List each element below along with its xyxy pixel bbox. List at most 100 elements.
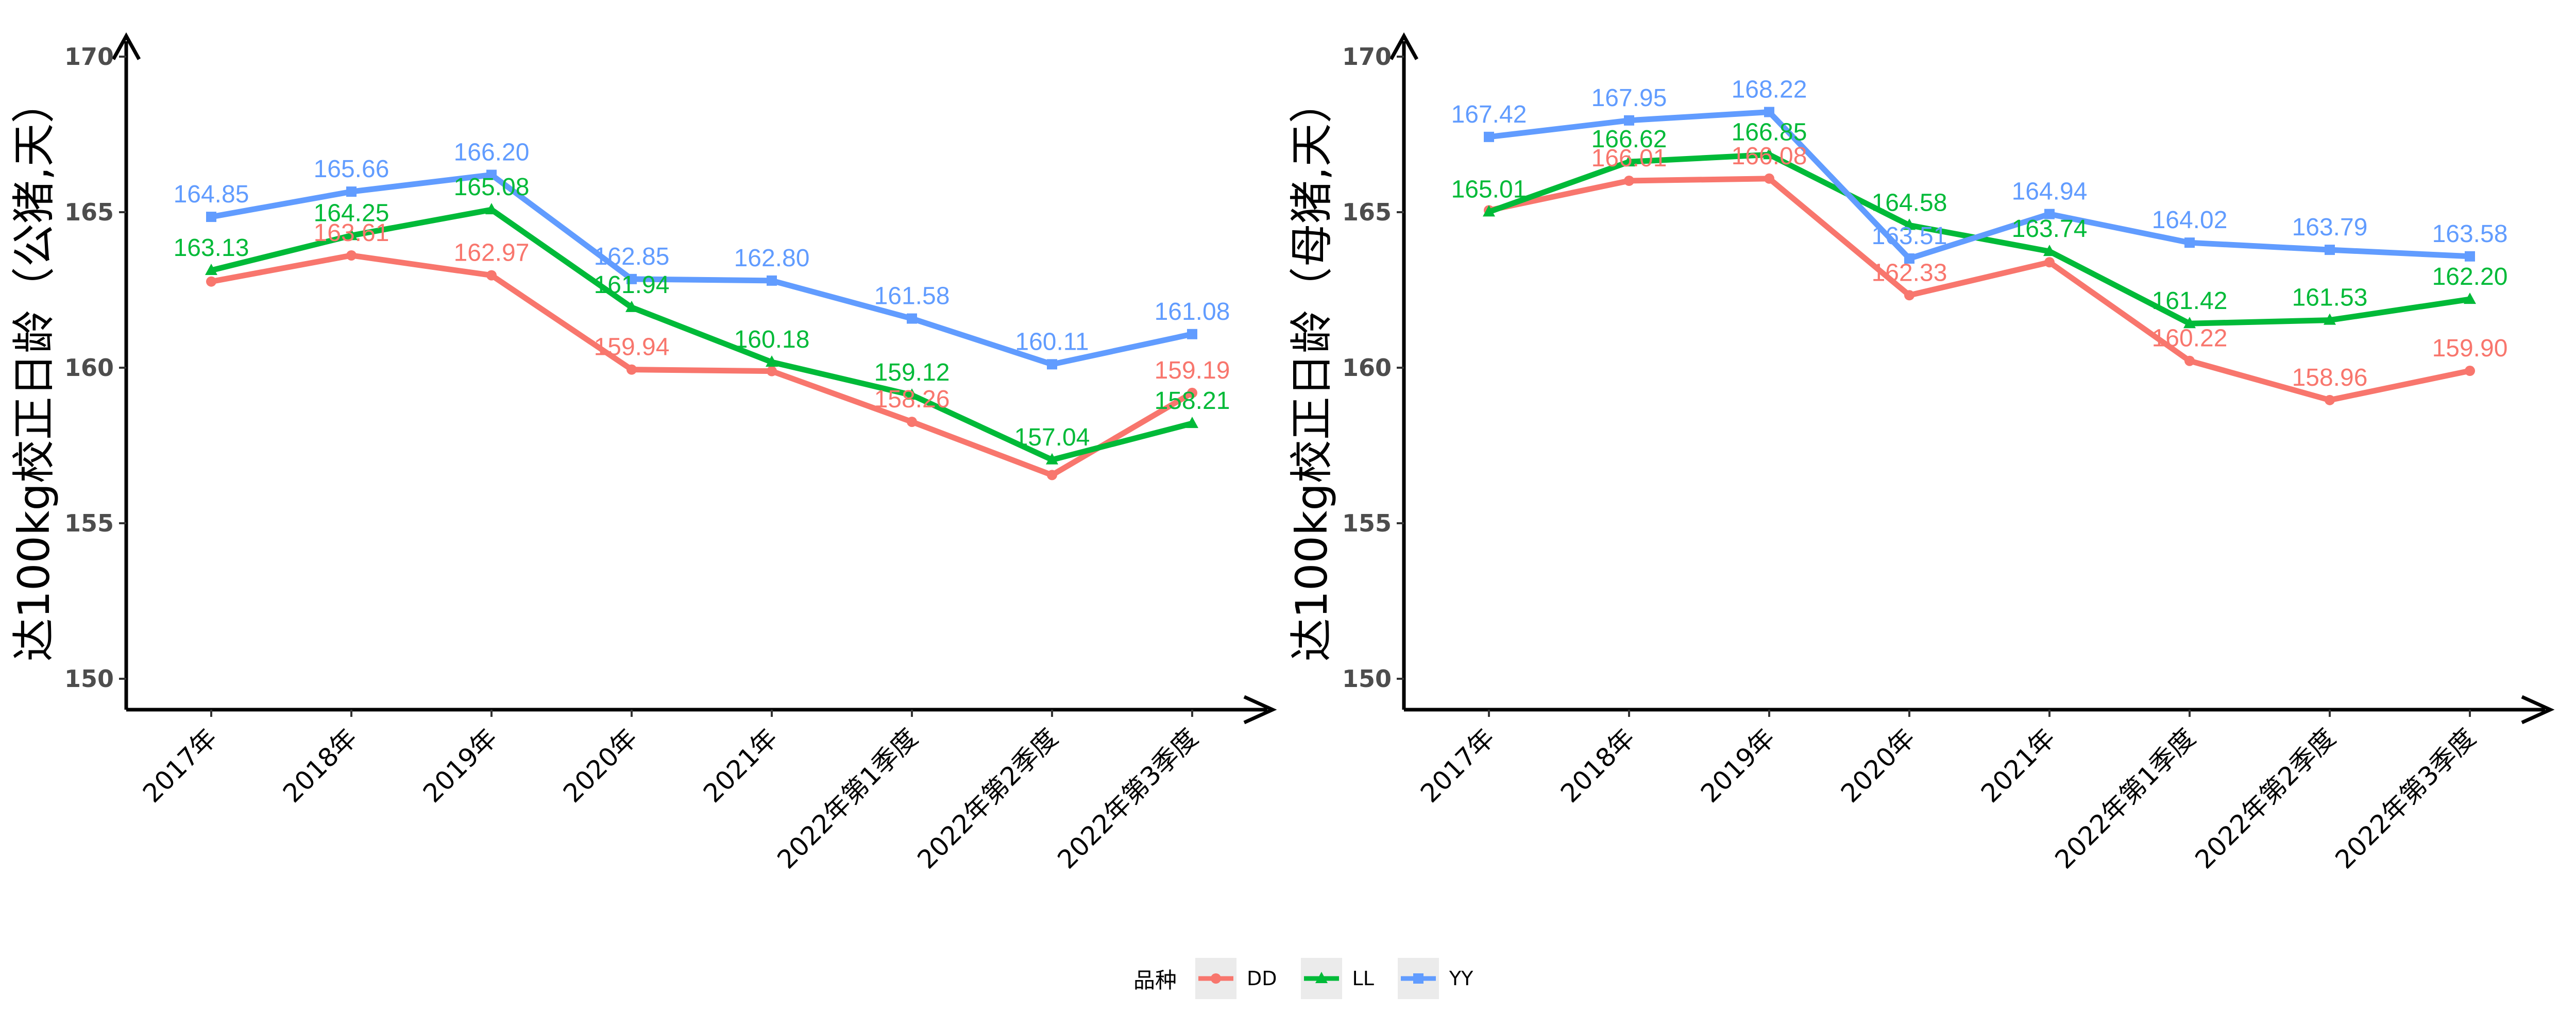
- series-yy: [1484, 107, 2475, 264]
- data-label-dd: 162.97: [454, 239, 530, 267]
- data-label-dd: 159.90: [2432, 335, 2508, 362]
- data-label-yy: 162.80: [734, 245, 810, 272]
- data-point-dd: [206, 276, 216, 287]
- y-tick-label: 165: [1342, 198, 1392, 226]
- series-line-yy: [1486, 109, 2473, 262]
- legend-title: 品种: [1133, 967, 1177, 993]
- data-point-ll: [1623, 155, 1635, 167]
- x-tick-label: 2021年: [1975, 723, 2061, 808]
- legend: 品种 DD LL YY: [1133, 955, 1482, 1002]
- data-label-ll: 164.58: [1872, 189, 1947, 216]
- y-tick-label: 150: [1342, 665, 1392, 693]
- x-tick-label: 2017年: [1415, 723, 1500, 808]
- y-tick-label: 160: [1342, 354, 1392, 382]
- data-point-dd: [907, 417, 917, 427]
- data-point-ll: [345, 229, 358, 241]
- legend-label-yy: YY: [1449, 967, 1473, 990]
- data-label-ll: 161.94: [594, 271, 670, 299]
- data-point-ll: [2324, 313, 2336, 325]
- y-tick-label: 170: [1342, 43, 1392, 71]
- y-axis-label: 达100kg校正日龄（公猪,天）: [9, 80, 59, 662]
- data-point-yy: [1187, 329, 1197, 339]
- data-point-yy: [1624, 115, 1634, 126]
- data-label-yy: 160.11: [1015, 328, 1089, 355]
- x-tick-label: 2022年第3季度: [2330, 723, 2482, 874]
- data-label-yy: 167.95: [1591, 84, 1667, 112]
- data-point-ll: [1186, 417, 1198, 428]
- data-point-yy: [1047, 359, 1057, 370]
- data-label-ll: 166.85: [1732, 118, 1807, 146]
- y-tick-label: 155: [64, 509, 114, 537]
- data-label-yy: 168.22: [1732, 76, 1807, 104]
- data-point-ll: [2464, 293, 2476, 304]
- data-label-ll: 159.12: [874, 359, 950, 386]
- data-point-dd: [767, 366, 777, 376]
- data-label-dd: 163.61: [314, 219, 389, 247]
- data-point-yy: [346, 186, 357, 197]
- x-tick-label: 2018年: [1555, 723, 1640, 808]
- legend-label-ll: LL: [1352, 967, 1374, 990]
- data-label-ll: 157.04: [1014, 424, 1090, 451]
- data-label-yy: 165.66: [314, 156, 389, 183]
- data-label-yy: 164.85: [174, 181, 249, 208]
- data-point-dd: [2184, 355, 2195, 366]
- data-point-dd: [1904, 290, 1914, 301]
- data-point-yy: [767, 275, 777, 286]
- data-label-ll: 160.18: [734, 326, 810, 353]
- data-label-yy: 167.42: [1451, 101, 1527, 128]
- y-tick-label: 155: [1342, 509, 1392, 537]
- data-label-dd: 158.96: [2292, 364, 2368, 391]
- data-label-ll: 162.20: [2432, 263, 2508, 290]
- legend-marker-dd: [1211, 973, 1222, 984]
- data-point-ll: [1903, 218, 1916, 230]
- series-ll: [205, 203, 1198, 465]
- data-label-dd: 159.94: [594, 334, 670, 361]
- legend-key-dd: [1195, 958, 1237, 999]
- data-label-ll: 166.62: [1591, 126, 1667, 153]
- data-label-yy: 164.02: [2152, 207, 2228, 234]
- data-point-ll: [906, 388, 918, 400]
- series-line-yy: [208, 172, 1195, 367]
- series-yy: [206, 169, 1197, 370]
- data-point-yy: [907, 313, 917, 324]
- y-axis-arrow: [111, 32, 141, 60]
- data-point-yy: [1484, 131, 1494, 142]
- data-point-ll: [485, 203, 498, 215]
- data-point-yy: [1904, 253, 1914, 264]
- data-label-yy: 163.58: [2432, 220, 2508, 248]
- series-dd: [206, 250, 1197, 480]
- x-tick-label: 2018年: [277, 723, 363, 808]
- legend-item-yy: YY: [1397, 958, 1482, 999]
- y-tick-label: 150: [64, 665, 114, 693]
- x-tick-label: 2017年: [137, 723, 223, 808]
- legend-item-ll: LL: [1300, 958, 1383, 999]
- data-label-dd: 158.26: [874, 386, 950, 413]
- data-label-dd: 166.08: [1732, 143, 1807, 170]
- data-point-ll: [1483, 205, 1495, 217]
- x-tick-label: 2022年第2季度: [912, 723, 1064, 874]
- data-point-dd: [2465, 366, 2475, 376]
- data-label-yy: 164.94: [2012, 178, 2088, 205]
- data-label-dd: 160.22: [2152, 325, 2228, 352]
- data-label-yy: 161.08: [1155, 298, 1230, 325]
- legend-marker-yy: [1413, 973, 1423, 984]
- data-point-yy: [2465, 251, 2475, 262]
- data-point-dd: [2044, 257, 2055, 268]
- y-axis-arrow: [1389, 32, 1419, 60]
- data-label-ll: 163.13: [174, 234, 249, 262]
- x-tick-label: 2019年: [417, 723, 503, 808]
- x-tick-label: 2021年: [698, 723, 783, 808]
- x-axis-arrow: [2521, 695, 2555, 725]
- data-point-dd: [2325, 394, 2335, 405]
- data-label-ll: 165.01: [1451, 176, 1527, 203]
- data-point-yy: [1764, 107, 1774, 117]
- x-tick-label: 2020年: [1835, 723, 1921, 808]
- data-label-dd: 159.19: [1155, 357, 1230, 384]
- data-point-dd: [626, 364, 637, 375]
- legend-key-yy: [1397, 958, 1439, 999]
- data-label-ll: 163.74: [2012, 215, 2088, 243]
- data-label-ll: 164.25: [314, 199, 389, 227]
- x-tick-label: 2022年第3季度: [1052, 723, 1204, 874]
